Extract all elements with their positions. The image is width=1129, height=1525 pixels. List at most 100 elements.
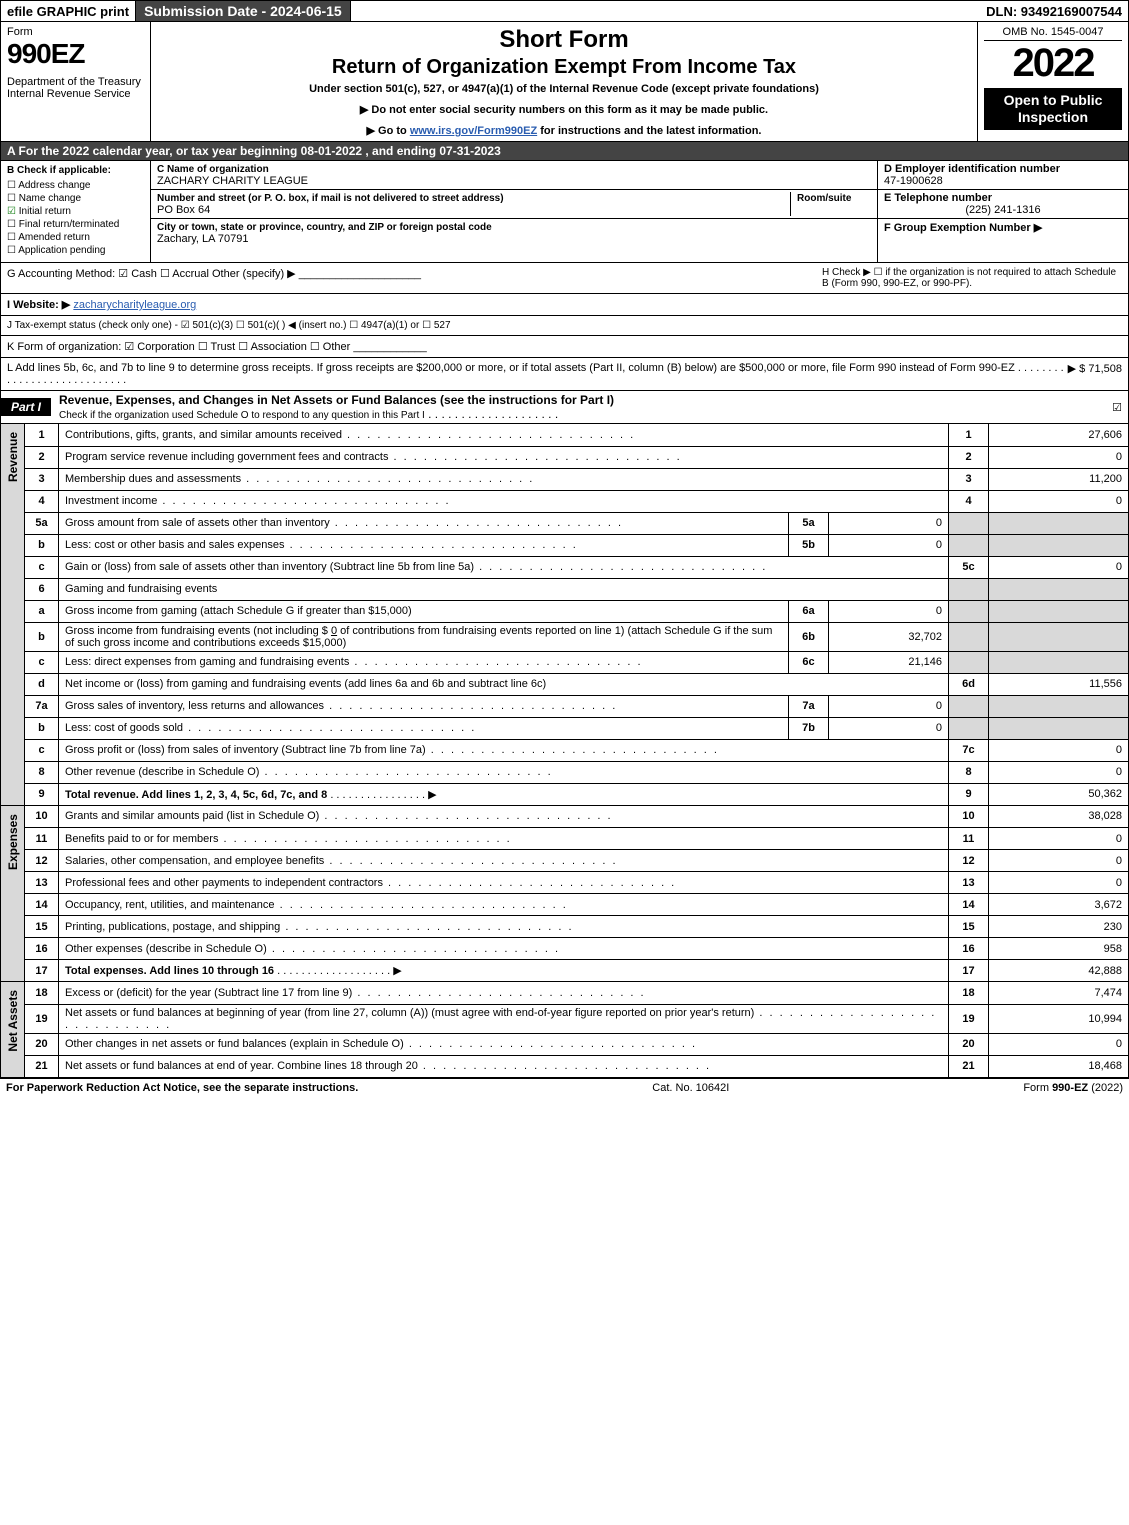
amt (989, 512, 1129, 534)
desc: Less: cost or other basis and sales expe… (59, 534, 789, 556)
arrow-ssn: ▶ Do not enter social security numbers o… (157, 103, 971, 116)
amt: 38,028 (989, 806, 1129, 828)
rnum (949, 534, 989, 556)
rnum: 16 (949, 938, 989, 960)
d1: Gross income from fundraising events (no… (65, 625, 331, 637)
desc: Gaming and fundraising events (59, 578, 949, 600)
line-17: 17Total expenses. Add lines 10 through 1… (25, 960, 1129, 982)
netassets-label: Net Assets (0, 982, 24, 1078)
rnum: 3 (949, 468, 989, 490)
top-bar: efile GRAPHIC print Submission Date - 20… (0, 0, 1129, 22)
desc: Occupancy, rent, utilities, and maintena… (59, 894, 949, 916)
box-bcdef: B Check if applicable: Address change Na… (0, 161, 1129, 263)
amt: 0 (989, 850, 1129, 872)
revenue-label-text: Revenue (6, 424, 20, 490)
chk-application-pending[interactable]: Application pending (7, 245, 144, 256)
amt (989, 695, 1129, 717)
line-21: 21Net assets or fund balances at end of … (25, 1055, 1129, 1077)
ln: a (25, 600, 59, 622)
part1-header: Part I Revenue, Expenses, and Changes in… (0, 391, 1129, 424)
line-h: H Check ▶ ☐ if the organization is not r… (822, 267, 1122, 289)
chk-name-change[interactable]: Name change (7, 193, 144, 204)
rnum: 18 (949, 982, 989, 1004)
rnum: 4 (949, 490, 989, 512)
c-addr-row: Number and street (or P. O. box, if mail… (151, 190, 877, 219)
irs-link[interactable]: www.irs.gov/Form990EZ (410, 125, 537, 137)
box-lbl: 5b (789, 534, 829, 556)
line-6d: dNet income or (loss) from gaming and fu… (25, 673, 1129, 695)
line-6a: aGross income from gaming (attach Schedu… (25, 600, 1129, 622)
rnum: 8 (949, 761, 989, 783)
line-9: 9Total revenue. Add lines 1, 2, 3, 4, 5c… (25, 783, 1129, 805)
l-amt: ▶ $ 71,508 (1068, 362, 1122, 386)
expenses-group: Expenses 10Grants and similar amounts pa… (0, 806, 1129, 983)
website-link[interactable]: zacharycharityleague.org (73, 299, 196, 311)
desc: Other revenue (describe in Schedule O) (59, 761, 949, 783)
amt: 3,672 (989, 894, 1129, 916)
f-group: F Group Exemption Number ▶ (878, 219, 1128, 236)
desc: Gross profit or (loss) from sales of inv… (59, 739, 949, 761)
e-lbl: E Telephone number (884, 192, 992, 204)
part1-checkbox[interactable]: ☑ (1106, 399, 1128, 416)
desc: Gross income from gaming (attach Schedul… (59, 600, 789, 622)
part1-sub: Check if the organization used Schedule … (59, 410, 425, 421)
rnum (949, 717, 989, 739)
e-phone: E Telephone number (225) 241-1316 (878, 190, 1128, 219)
rnum (949, 622, 989, 651)
ein-value: 47-1900628 (884, 175, 943, 187)
rnum: 17 (949, 960, 989, 982)
desc: Less: cost of goods sold (59, 717, 789, 739)
amt (989, 717, 1129, 739)
line-3: 3Membership dues and assessments311,200 (25, 468, 1129, 490)
box-val: 0 (829, 717, 949, 739)
ln: 3 (25, 468, 59, 490)
revenue-label: Revenue (0, 424, 24, 806)
chk-initial-return[interactable]: Initial return (7, 206, 144, 217)
chk-address-change[interactable]: Address change (7, 180, 144, 191)
rnum: 13 (949, 872, 989, 894)
goto-post: for instructions and the latest informat… (537, 125, 761, 137)
spacer (351, 1, 980, 21)
amt: 230 (989, 916, 1129, 938)
line-g: G Accounting Method: ☑ Cash ☐ Accrual Ot… (7, 267, 802, 289)
rnum: 1 (949, 424, 989, 446)
line-12: 12Salaries, other compensation, and empl… (25, 850, 1129, 872)
rnum: 2 (949, 446, 989, 468)
box-val: 0 (829, 695, 949, 717)
expenses-label-text: Expenses (6, 806, 20, 878)
amt (989, 622, 1129, 651)
b-header: B Check if applicable: (7, 165, 144, 176)
rnum: 11 (949, 828, 989, 850)
rnum: 6d (949, 673, 989, 695)
efile-label[interactable]: efile GRAPHIC print (1, 1, 136, 21)
ln: 7a (25, 695, 59, 717)
desc: Membership dues and assessments (59, 468, 949, 490)
open-to-public: Open to Public Inspection (984, 88, 1122, 130)
desc: Investment income (59, 490, 949, 512)
header-right: OMB No. 1545-0047 2022 Open to Public In… (978, 22, 1128, 141)
ln: 19 (25, 1004, 59, 1033)
chk-final-return[interactable]: Final return/terminated (7, 219, 144, 230)
ln: 20 (25, 1033, 59, 1055)
header-left: Form 990EZ Department of the Treasury In… (1, 22, 151, 141)
desc: Other expenses (describe in Schedule O) (59, 938, 949, 960)
part1-title-b: Revenue, Expenses, and Changes in Net As… (59, 393, 614, 407)
ln: 11 (25, 828, 59, 850)
desc: Professional fees and other payments to … (59, 872, 949, 894)
line-8: 8Other revenue (describe in Schedule O)8… (25, 761, 1129, 783)
line-i: I Website: ▶ zacharycharityleague.org (0, 294, 1129, 316)
department: Department of the Treasury Internal Reve… (7, 76, 144, 100)
ln: b (25, 717, 59, 739)
rnum: 15 (949, 916, 989, 938)
amt (989, 651, 1129, 673)
line-10: 10Grants and similar amounts paid (list … (25, 806, 1129, 828)
line-7c: cGross profit or (loss) from sales of in… (25, 739, 1129, 761)
line-6: 6Gaming and fundraising events (25, 578, 1129, 600)
city-lbl: City or town, state or province, country… (157, 222, 492, 233)
c-name-row: C Name of organization ZACHARY CHARITY L… (151, 161, 877, 190)
chk-amended-return[interactable]: Amended return (7, 232, 144, 243)
desc: Printing, publications, postage, and shi… (59, 916, 949, 938)
ln: b (25, 622, 59, 651)
org-address: PO Box 64 (157, 204, 210, 216)
box-val: 32,702 (829, 622, 949, 651)
